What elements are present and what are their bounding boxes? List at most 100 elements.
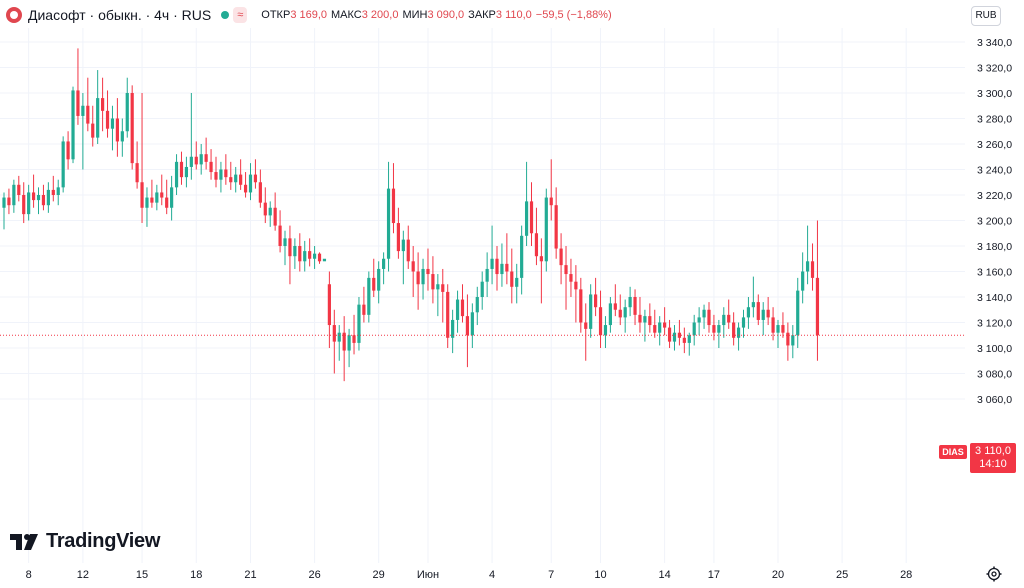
market-status-icon[interactable] — [221, 11, 230, 19]
candle-body — [460, 299, 465, 317]
candle — [712, 314, 716, 341]
candle-body — [515, 277, 519, 287]
candle-body — [643, 316, 647, 323]
currency-button[interactable]: RUB — [971, 6, 1001, 26]
tradingview-logo[interactable]: TradingView — [10, 530, 160, 553]
candle-body — [199, 154, 203, 165]
candle-body — [386, 188, 391, 259]
candle-body — [529, 201, 534, 234]
candle-body — [308, 251, 312, 259]
candle — [495, 246, 499, 291]
candle — [298, 233, 302, 272]
price-axis[interactable]: 3 060,0 3 080,0 3 100,0 3 120,0 3 140,0 3 160… — [967, 28, 1024, 563]
candle-body — [544, 197, 548, 262]
candle — [135, 141, 139, 189]
candle — [86, 77, 90, 132]
high-value: 3 200,0 — [361, 9, 399, 21]
candle-body — [17, 184, 21, 195]
x-tick-label: 20 — [772, 569, 784, 581]
candle-body — [480, 281, 484, 297]
candle-body — [569, 274, 573, 282]
candle-body — [61, 141, 65, 188]
candle-body — [786, 332, 790, 346]
candle — [465, 294, 470, 368]
candle-body — [663, 322, 667, 328]
candle — [529, 182, 534, 246]
candle — [204, 137, 208, 170]
candle — [776, 319, 780, 348]
candle-body — [110, 118, 115, 129]
candle — [406, 225, 410, 269]
candle-body — [204, 154, 208, 162]
candle-body — [229, 177, 233, 183]
time-axis[interactable]: 8 12 15 18 21 26 29 Июн 4 7 10 14 17 20 25 28 — [26, 569, 913, 581]
candle-body — [41, 195, 46, 206]
candle-body — [174, 161, 179, 188]
candle — [515, 263, 519, 304]
candle — [722, 307, 726, 338]
candle — [791, 325, 795, 359]
candle — [110, 105, 115, 151]
candle-body — [243, 184, 248, 193]
grid-lines — [0, 28, 965, 563]
candle-body — [594, 294, 598, 308]
candle-body — [697, 317, 701, 323]
candle — [539, 238, 543, 304]
candle — [22, 182, 26, 224]
candle-body — [101, 98, 105, 111]
candle-body — [263, 202, 267, 216]
candle-body — [239, 174, 243, 185]
candle — [618, 294, 622, 326]
ticker-badge: DIAS — [939, 445, 967, 459]
gear-icon[interactable] — [986, 566, 1002, 582]
candle-body — [209, 161, 213, 173]
candle — [426, 248, 430, 291]
candle — [717, 319, 721, 348]
candle — [751, 276, 755, 318]
candle-body — [638, 314, 642, 323]
candle-body — [377, 268, 381, 291]
candle-body — [485, 268, 489, 282]
candle-body — [120, 131, 124, 142]
candle-body — [115, 118, 119, 142]
candle — [524, 161, 529, 246]
candle-body — [805, 261, 810, 272]
y-tick-label: 3 260,0 — [977, 139, 1012, 151]
candle — [436, 274, 440, 317]
candle — [253, 159, 258, 189]
candle-body — [411, 261, 415, 272]
candle-body — [771, 317, 775, 333]
candle — [786, 322, 790, 361]
candle — [263, 187, 267, 224]
candle-body — [564, 265, 568, 275]
candle-body — [382, 258, 386, 269]
candle-body — [130, 93, 134, 164]
candle — [603, 316, 608, 348]
candle — [520, 225, 524, 295]
tradingview-wordmark: TradingView — [46, 530, 161, 552]
bar-countdown: 14:10 — [979, 458, 1007, 470]
approx-indicator-icon[interactable]: ≈ — [233, 7, 248, 23]
candle-body — [96, 98, 100, 138]
candle — [27, 184, 31, 221]
candle-body — [633, 297, 637, 315]
candle-body — [766, 309, 770, 318]
candle-body — [717, 325, 721, 333]
symbol-title[interactable]: Диасофт · обыкн. · 4ч · RUS — [28, 7, 212, 23]
x-tick-label: 21 — [244, 569, 256, 581]
candle — [268, 201, 272, 227]
candle-body — [554, 205, 558, 249]
candle — [534, 207, 539, 266]
candle-body — [51, 189, 55, 195]
candle-body — [278, 225, 282, 246]
x-tick-label: 25 — [836, 569, 848, 581]
candle — [81, 93, 85, 170]
candle-body — [761, 309, 765, 320]
candle-body — [194, 156, 198, 165]
candle — [677, 319, 682, 346]
candle — [761, 302, 765, 336]
candle — [653, 309, 657, 338]
candle — [209, 149, 213, 180]
candle — [66, 131, 70, 170]
